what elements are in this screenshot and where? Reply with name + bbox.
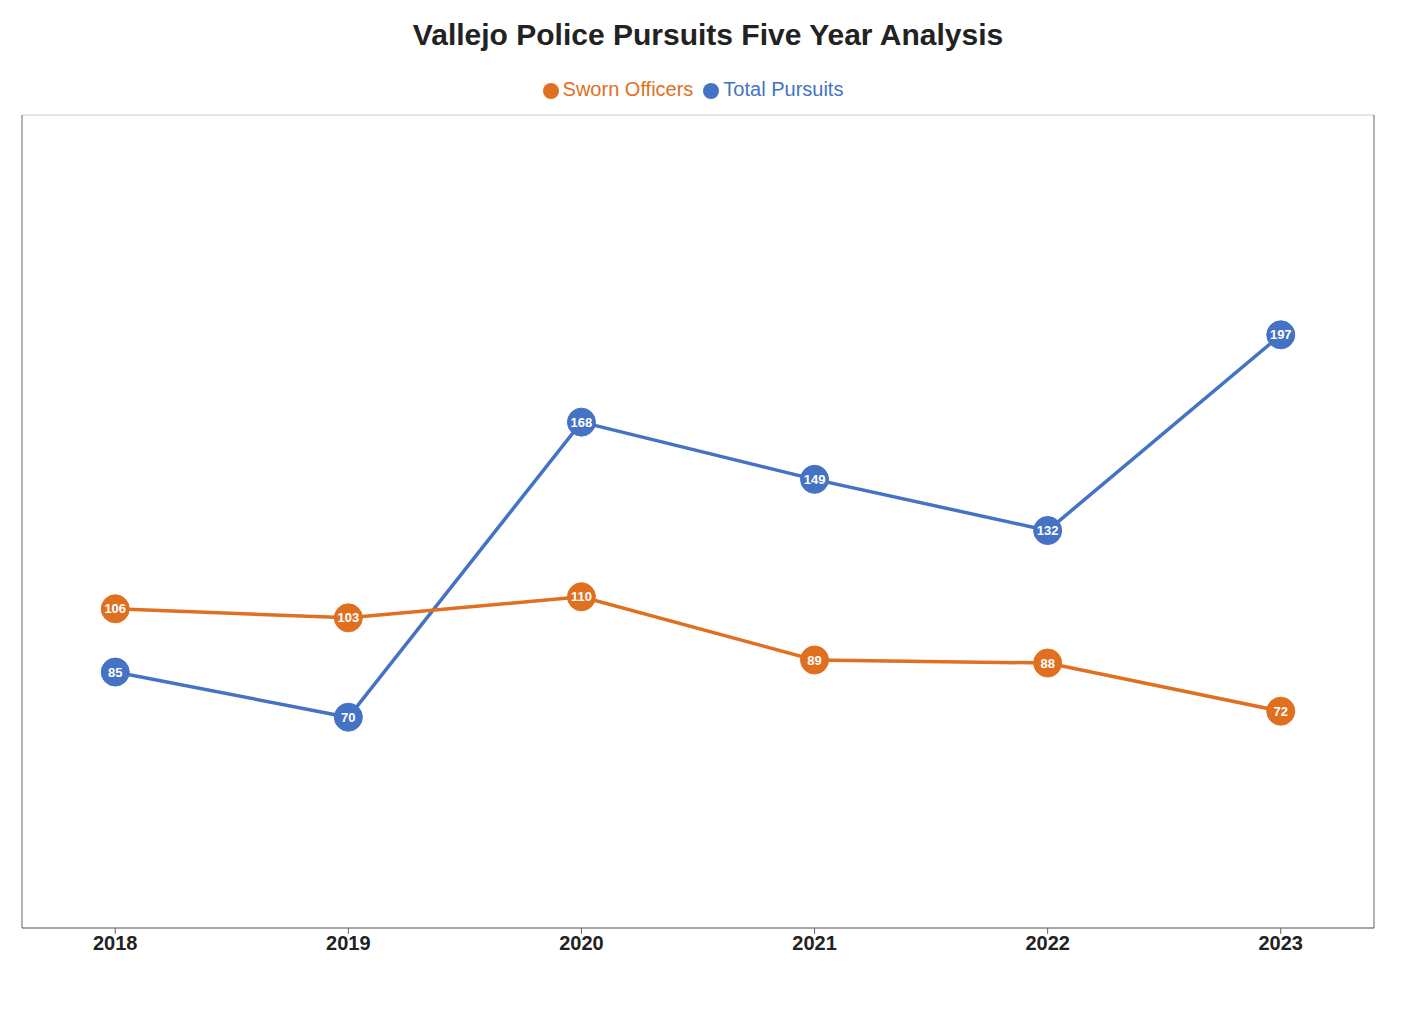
svg-text:72: 72 xyxy=(1274,704,1288,719)
svg-text:2020: 2020 xyxy=(559,932,604,954)
svg-text:2022: 2022 xyxy=(1025,932,1070,954)
svg-text:106: 106 xyxy=(104,601,126,616)
html-text:Sworn Officers: Sworn Officers xyxy=(562,78,694,100)
svg-text:149: 149 xyxy=(804,472,826,487)
svg-text:2018: 2018 xyxy=(93,932,138,954)
svg-text:110: 110 xyxy=(571,589,592,604)
svg-text:2021: 2021 xyxy=(792,932,837,954)
svg-text:168: 168 xyxy=(571,415,593,430)
svg-text:197: 197 xyxy=(1270,327,1292,342)
svg-text:2023: 2023 xyxy=(1259,932,1304,954)
svg-text:85: 85 xyxy=(108,665,122,680)
html-text:Total Pursuits: Total Pursuits xyxy=(723,78,844,100)
html-text:Vallejo Police Pursuits Five Y: Vallejo Police Pursuits Five Year Analys… xyxy=(412,18,1004,51)
svg-text:88: 88 xyxy=(1040,656,1054,671)
svg-text:103: 103 xyxy=(337,610,359,625)
svg-text:70: 70 xyxy=(341,710,355,725)
svg-text:132: 132 xyxy=(1037,523,1059,538)
svg-text:2019: 2019 xyxy=(326,932,371,954)
svg-text:89: 89 xyxy=(807,653,821,668)
